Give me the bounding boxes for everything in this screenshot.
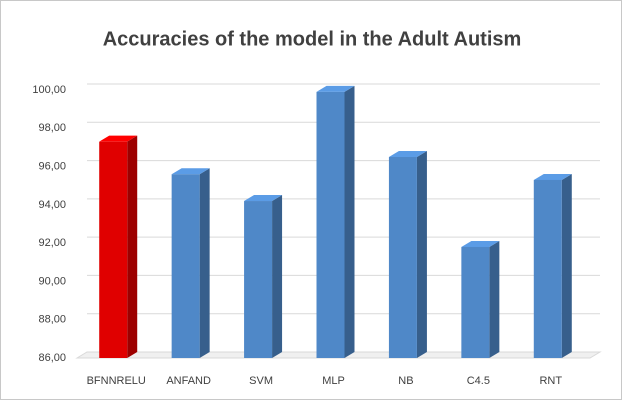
y-tick-label: 86,00 — [38, 352, 66, 364]
bar-top — [171, 168, 210, 175]
bar — [99, 141, 128, 358]
bar-side — [489, 240, 500, 358]
bar-side — [344, 85, 355, 359]
bar-side — [199, 168, 210, 358]
bar — [533, 179, 562, 358]
x-tick-label: ANFAND — [166, 375, 211, 387]
x-tick-label: RNT — [539, 375, 562, 387]
y-tick-label: 96,00 — [38, 160, 66, 172]
bar-top — [99, 135, 138, 142]
bar-top — [244, 195, 283, 202]
bar — [244, 201, 273, 358]
bar-top — [388, 151, 427, 157]
bar — [461, 246, 490, 358]
bar — [388, 157, 417, 358]
bar-top — [316, 85, 355, 92]
y-tick-label: 92,00 — [38, 237, 66, 249]
y-tick-label: 94,00 — [38, 199, 66, 211]
bar-side — [272, 195, 283, 358]
x-tick-label: NB — [398, 375, 413, 387]
y-tick-label: 98,00 — [38, 122, 66, 134]
bar-top — [461, 240, 500, 247]
bar — [171, 174, 200, 358]
y-tick-label: 100,00 — [32, 84, 66, 96]
chart-title: Accuracies of the model in the Adult Aut… — [103, 28, 522, 50]
x-tick-label: BFNNRELU — [87, 375, 146, 387]
bar-side — [416, 151, 427, 358]
bar — [316, 91, 345, 359]
bar-side — [127, 135, 138, 358]
bar-side — [561, 173, 572, 358]
x-tick-label: MLP — [322, 375, 345, 387]
y-tick-label: 88,00 — [38, 314, 66, 326]
y-tick-label: 90,00 — [38, 275, 66, 287]
x-tick-label: C4.5 — [467, 375, 490, 387]
x-tick-label: SVM — [249, 375, 273, 387]
bar-top — [533, 173, 572, 180]
